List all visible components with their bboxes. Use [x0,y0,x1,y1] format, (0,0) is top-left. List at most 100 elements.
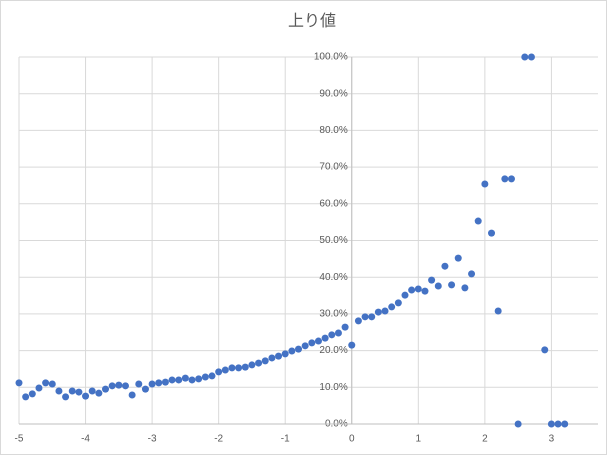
point [394,299,402,307]
point [208,372,216,380]
point [441,262,449,270]
x-tick-label: 2 [482,434,488,445]
point [414,285,422,293]
point [128,391,136,399]
point [334,329,342,337]
point [301,342,309,350]
point [381,307,389,315]
point [541,346,549,354]
point [281,350,289,358]
point [507,175,515,183]
point [521,53,529,61]
chart-title: 上り値 [288,12,336,30]
point [28,390,36,398]
point [148,380,156,388]
point [547,420,555,428]
point [228,364,236,372]
point [215,368,223,376]
point [275,352,283,360]
point [221,366,229,374]
point [314,337,322,345]
point [35,384,43,392]
x-tick-label: -5 [15,434,24,445]
point [88,387,96,395]
point [95,389,103,397]
point [141,385,149,393]
point [68,387,76,395]
point [22,393,30,401]
x-tick-label: 1 [416,434,422,445]
x-tick-label: -3 [148,434,157,445]
point [468,270,476,278]
x-tick-label: -1 [281,434,290,445]
point [341,323,349,331]
point [348,341,356,349]
point [82,392,90,400]
point [261,357,269,365]
point [135,380,143,388]
point [434,282,442,290]
point [388,303,396,311]
point [188,376,196,384]
y-tick-label: 40.0% [319,272,347,283]
x-tick-label: 0 [349,434,355,445]
y-tick-label: 30.0% [319,309,347,320]
point [48,380,56,388]
point [248,361,256,369]
y-tick-label: 50.0% [319,235,347,246]
point [494,307,502,315]
point [75,388,83,396]
point [321,334,329,342]
point [474,217,482,225]
y-tick-label: 10.0% [319,382,347,393]
point [368,313,376,321]
y-tick-label: 90.0% [319,88,347,99]
point [115,381,123,389]
x-tick-label: -4 [81,434,90,445]
point [195,375,203,383]
point [42,379,50,387]
x-tick-label: 3 [549,434,555,445]
point [102,385,110,393]
point [488,229,496,237]
y-tick-label: 80.0% [319,125,347,136]
point [374,308,382,316]
point [55,387,63,395]
point [241,363,249,371]
y-tick-label: 20.0% [319,345,347,356]
point [527,53,535,61]
point [561,420,569,428]
point [408,286,416,294]
point [354,317,362,325]
point [181,374,189,382]
y-tick-label: 70.0% [319,162,347,173]
point [108,382,116,390]
point [15,379,23,387]
point [62,393,70,401]
point [421,287,429,295]
point [161,378,169,386]
point [361,313,369,321]
point [175,376,183,384]
point [201,373,209,381]
point [454,254,462,262]
point [168,376,176,384]
point [121,382,129,390]
point [481,180,489,188]
point [514,420,522,428]
point [401,291,409,299]
point [501,175,509,183]
point [155,379,163,387]
point [288,347,296,355]
point [308,339,316,347]
point [235,364,243,372]
point [328,331,336,339]
y-tick-label: 60.0% [319,198,347,209]
point [461,284,469,292]
point [295,345,303,353]
point [448,281,456,289]
y-tick-label: 100.0% [314,52,348,63]
x-tick-label: -2 [214,434,223,445]
